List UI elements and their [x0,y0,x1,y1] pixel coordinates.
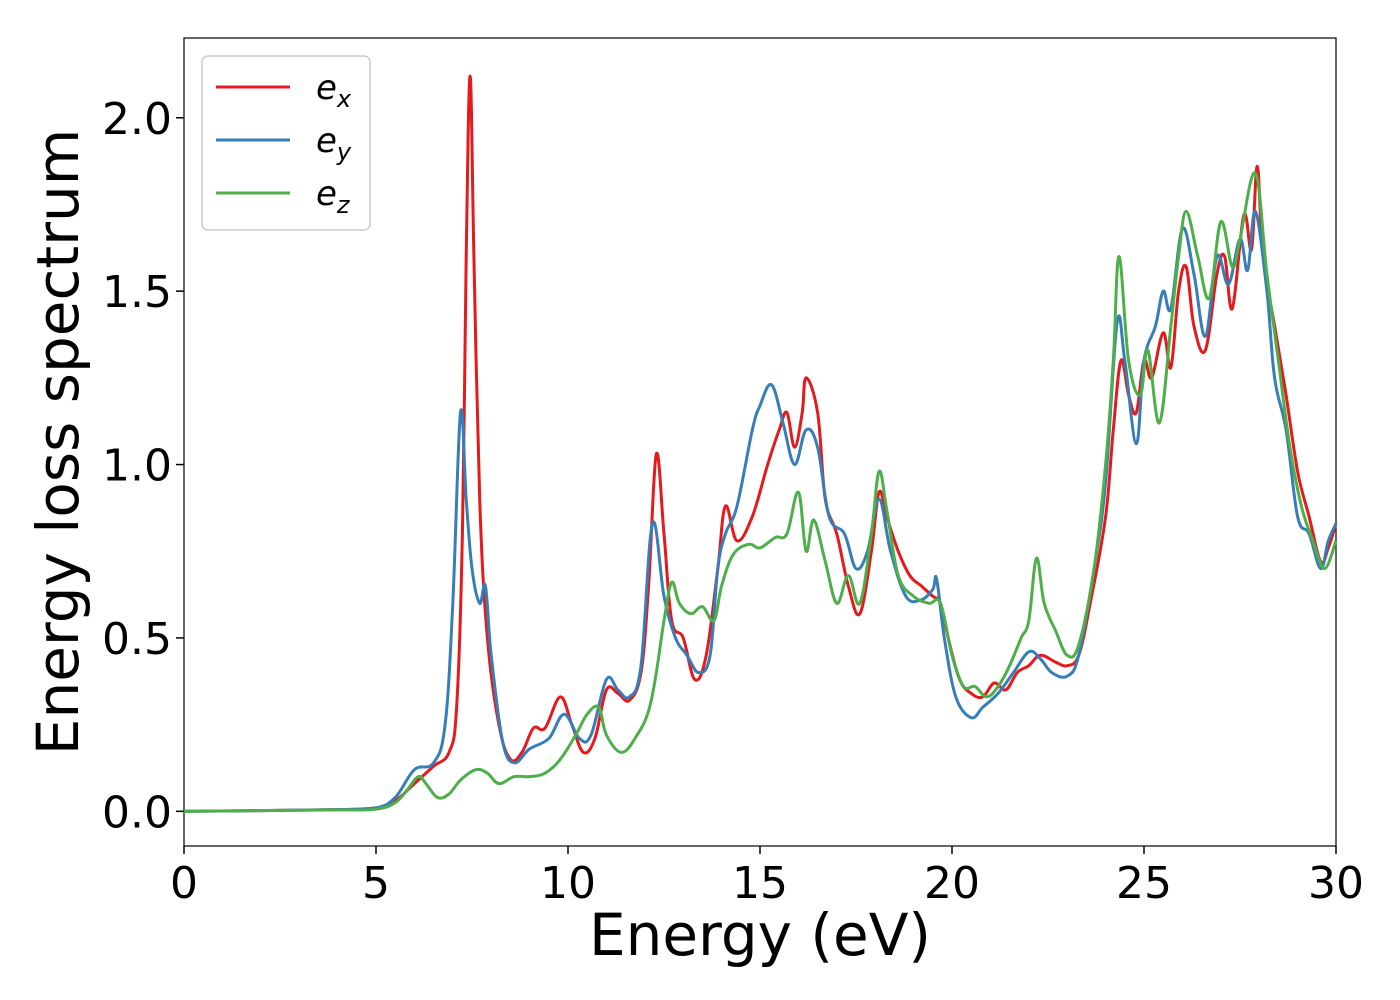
y-tick-label: 2.0 [102,94,172,145]
x-tick-label: 0 [170,858,198,909]
x-axis-label: Energy (eV) [589,901,931,969]
legend-box [201,55,371,231]
x-tick-label: 30 [1308,858,1364,909]
x-tick-label: 25 [1116,858,1172,909]
x-tick-label: 15 [732,858,788,909]
y-tick-label: 1.0 [102,441,172,492]
y-axis-ticks: 0.0 0.5 1.0 1.5 2.0 [102,94,184,838]
legend-label-ex: ex [316,68,352,113]
plot-frame [183,37,1337,847]
y-axis-label: Energy loss spectrum [24,129,92,755]
legend-label-ez: ez [316,174,351,219]
series-line-y [183,209,1338,813]
y-tick-label: 1.5 [102,267,172,318]
legend: ex ey ez [201,55,371,231]
x-tick-label: 10 [540,858,596,909]
series-layer [183,74,1338,813]
legend-label-ey: ey [316,121,352,166]
y-tick-label: 0.0 [102,787,172,838]
x-tick-label: 20 [924,858,980,909]
x-axis-ticks: 0 5 10 15 20 25 30 [170,846,1364,909]
y-tick-label: 0.5 [102,614,172,665]
series-line-z [183,171,1338,813]
x-tick-label: 5 [362,858,390,909]
